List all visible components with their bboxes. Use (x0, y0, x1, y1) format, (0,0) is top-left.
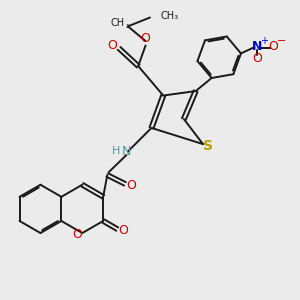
Text: N: N (252, 40, 262, 52)
Text: O: O (252, 52, 262, 65)
Text: −: − (277, 36, 286, 46)
Text: +: + (260, 36, 268, 46)
Text: H: H (112, 146, 121, 157)
Text: S: S (203, 139, 213, 153)
Text: CH₃: CH₃ (160, 11, 178, 21)
Text: CH: CH (110, 18, 125, 28)
Text: O: O (141, 32, 151, 46)
Text: N: N (122, 145, 131, 158)
Text: ₂: ₂ (126, 21, 129, 30)
Text: O: O (126, 179, 136, 192)
Text: O: O (118, 224, 128, 237)
Text: O: O (268, 40, 278, 52)
Text: O: O (72, 228, 82, 241)
Text: O: O (107, 39, 117, 52)
